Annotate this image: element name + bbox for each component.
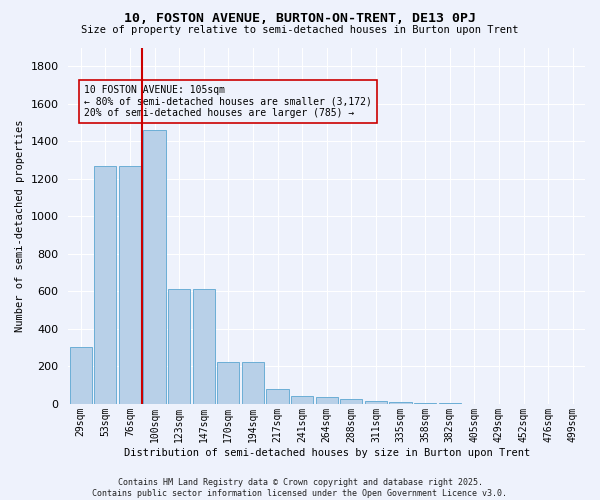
Text: Contains HM Land Registry data © Crown copyright and database right 2025.
Contai: Contains HM Land Registry data © Crown c… bbox=[92, 478, 508, 498]
Bar bbox=[94, 166, 116, 404]
Bar bbox=[217, 362, 239, 404]
Bar bbox=[168, 290, 190, 404]
Bar bbox=[70, 346, 92, 404]
Bar bbox=[389, 402, 412, 404]
Bar bbox=[291, 396, 313, 404]
X-axis label: Distribution of semi-detached houses by size in Burton upon Trent: Distribution of semi-detached houses by … bbox=[124, 448, 530, 458]
Bar bbox=[242, 362, 264, 404]
Y-axis label: Number of semi-detached properties: Number of semi-detached properties bbox=[15, 120, 25, 332]
Bar bbox=[193, 290, 215, 404]
Bar bbox=[365, 401, 387, 404]
Text: 10 FOSTON AVENUE: 105sqm
← 80% of semi-detached houses are smaller (3,172)
20% o: 10 FOSTON AVENUE: 105sqm ← 80% of semi-d… bbox=[84, 85, 372, 118]
Bar bbox=[414, 403, 436, 404]
Bar bbox=[143, 130, 166, 404]
Bar bbox=[316, 398, 338, 404]
Bar bbox=[340, 399, 362, 404]
Bar bbox=[266, 389, 289, 404]
Text: Size of property relative to semi-detached houses in Burton upon Trent: Size of property relative to semi-detach… bbox=[81, 25, 519, 35]
Bar bbox=[119, 166, 141, 404]
Text: 10, FOSTON AVENUE, BURTON-ON-TRENT, DE13 0PJ: 10, FOSTON AVENUE, BURTON-ON-TRENT, DE13… bbox=[124, 12, 476, 26]
